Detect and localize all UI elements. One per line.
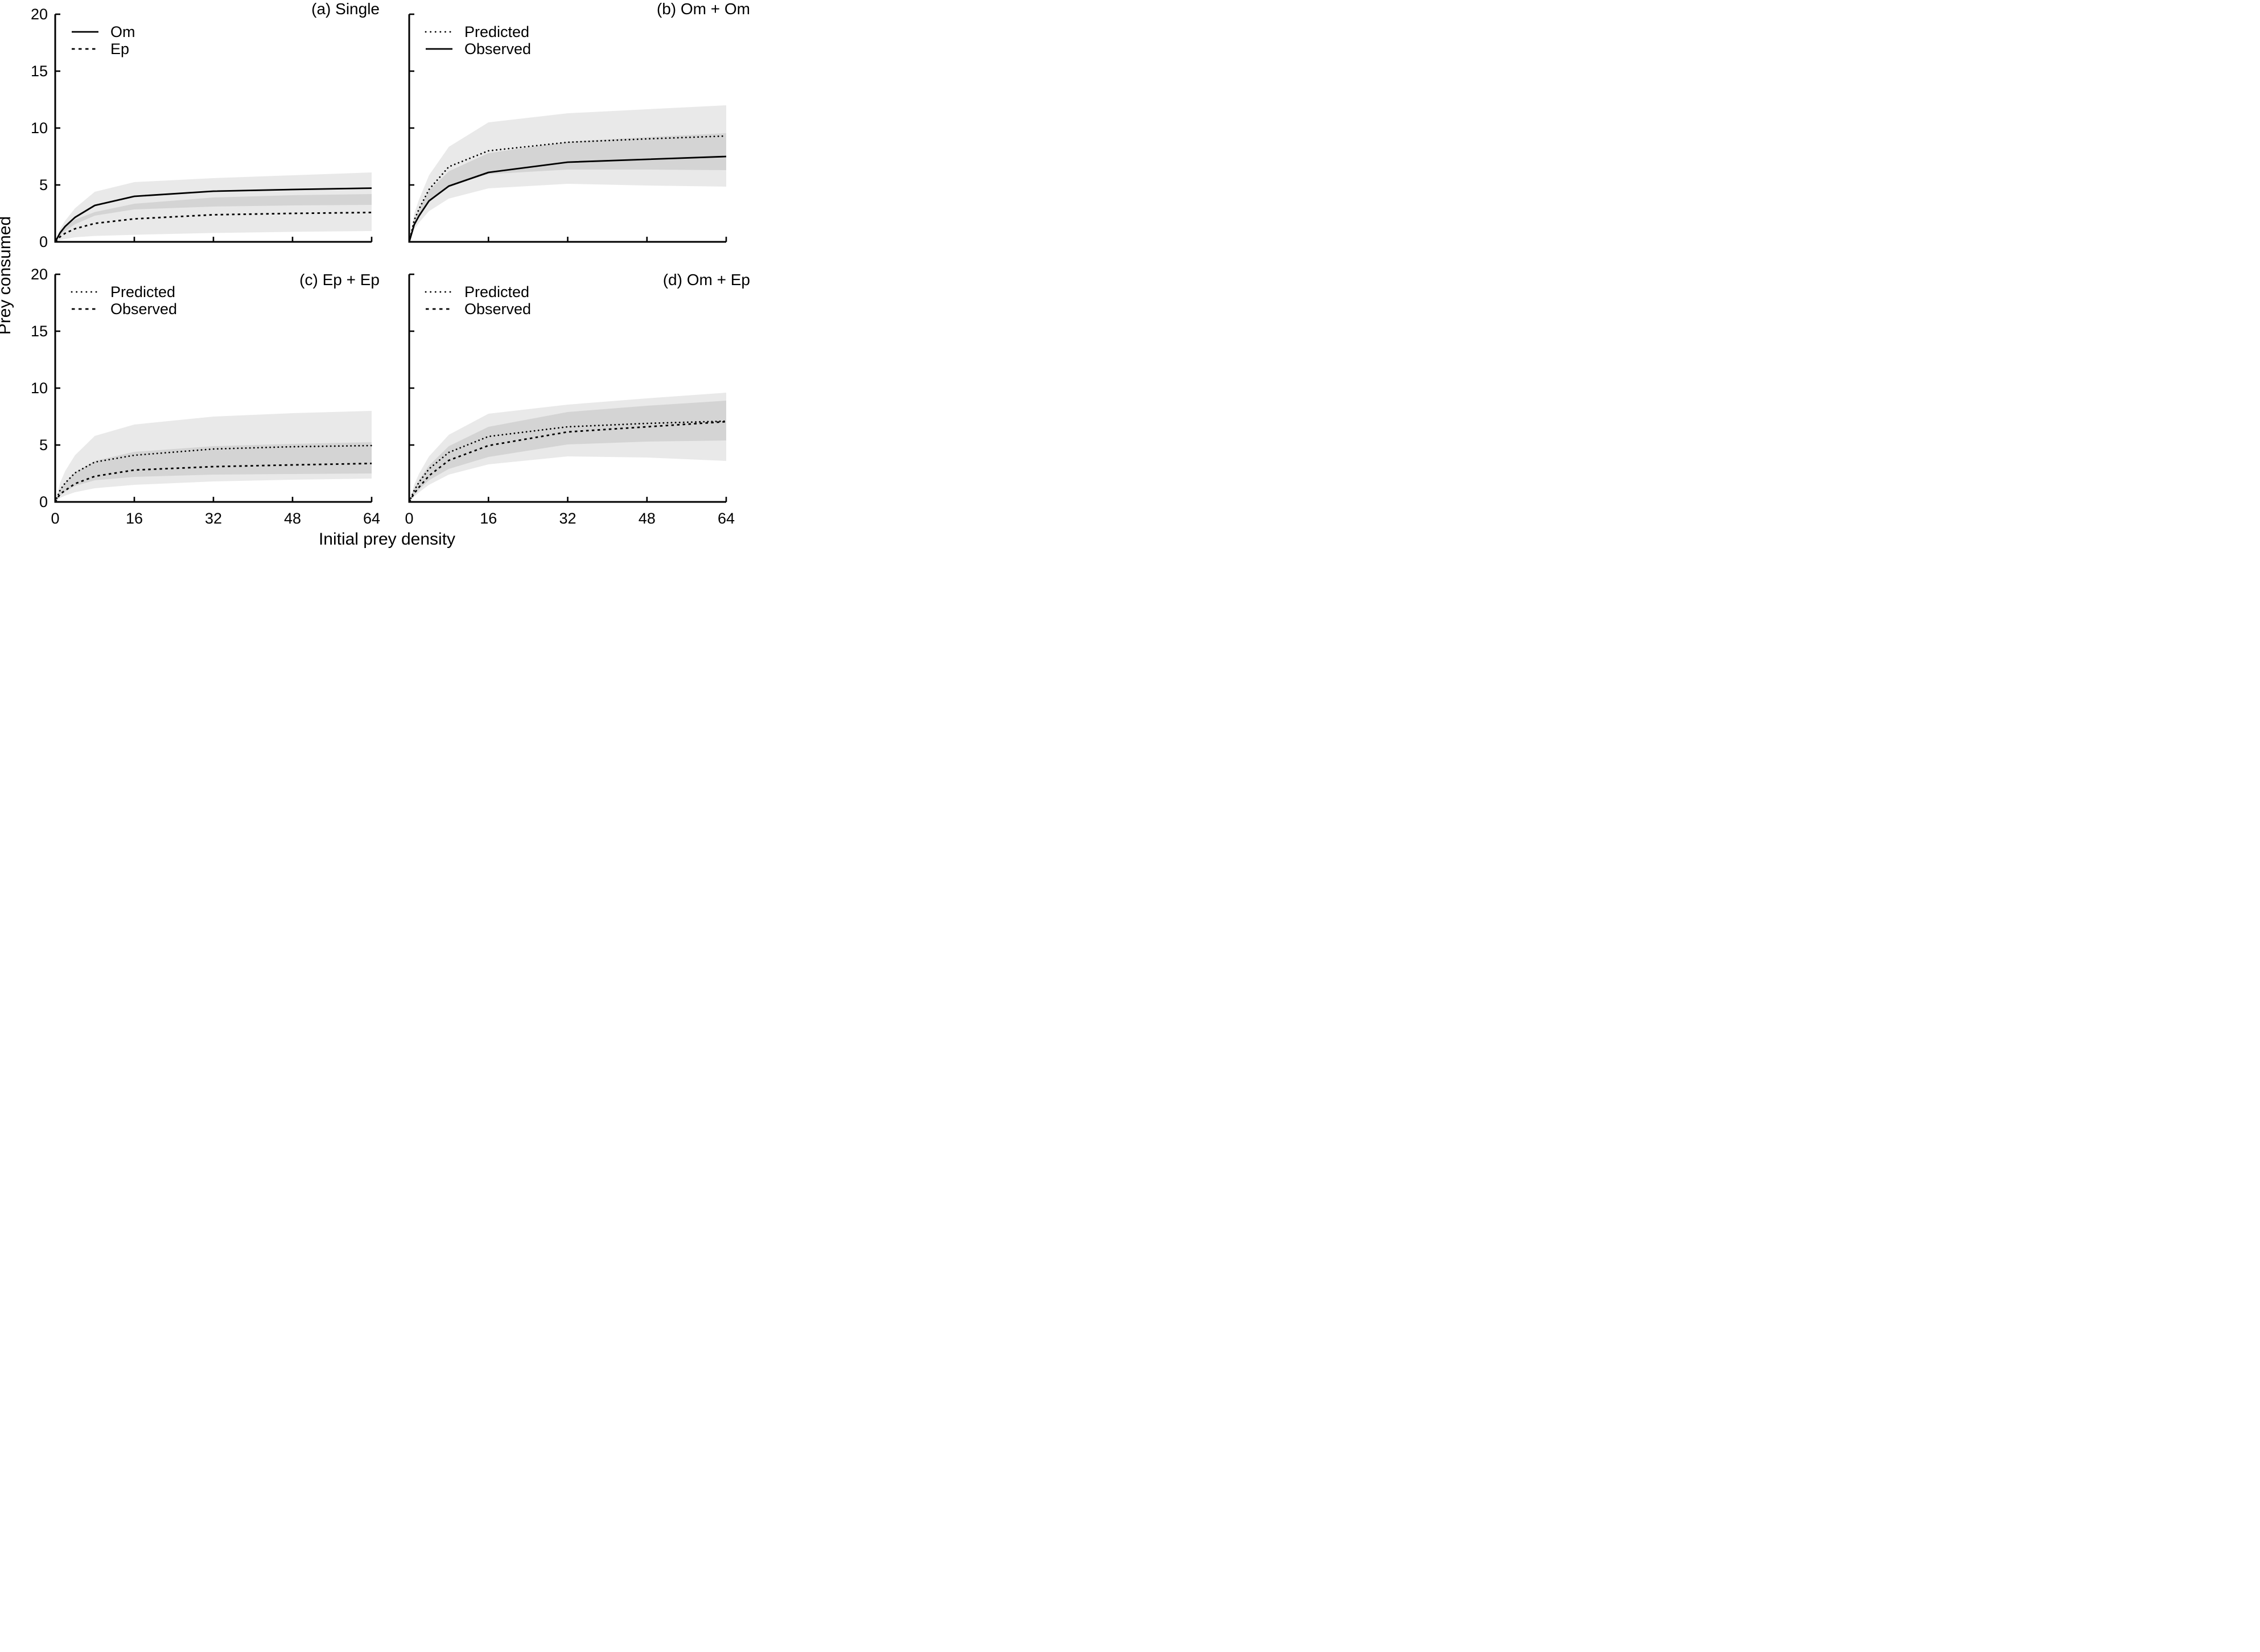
band-c-predicted [55,411,372,502]
y-axis-label: Prey consumed [0,216,14,335]
y-tick-label: 20 [31,6,48,23]
y-tick-label: 5 [39,436,48,454]
panel-c: 0 5 10 15 20 0 16 32 48 64 (c) Ep + Ep PredictedObs… [31,266,380,527]
panel-c-title: (c) Ep + Ep [299,271,380,289]
legend-label-a-ep: Ep [110,40,129,57]
x-tick-label: 48 [639,510,656,527]
series-d-observed-line [408,421,727,502]
legend-label-c-predicted: Predicted [110,283,175,300]
band-b-observed [409,133,726,242]
y-tick-label: 15 [31,63,48,80]
x-tick-label: 16 [126,510,143,527]
figure-canvas: Prey consumed Initial prey density 0 5 10 1… [0,0,750,549]
legend-label-a-om: Om [110,23,135,40]
x-axis-label: Initial prey density [319,530,455,549]
y-tick-label: 0 [39,493,48,510]
band-d-observed [409,401,726,502]
x-tick-label: 64 [718,510,735,527]
series-d-predicted-line [408,420,727,503]
x-tick-label: 64 [363,510,380,527]
y-tick-label: 10 [31,120,48,137]
band-c-observed [55,442,372,502]
panel-a-title: (a) Single [311,0,380,18]
x-tick-label: 48 [284,510,301,527]
y-tick-label: 0 [39,233,48,250]
y-tick-label: 15 [31,323,48,340]
x-tick-label: 32 [205,510,222,527]
y-tick-label: 5 [39,176,48,193]
legend-label-d-observed: Observed [464,300,531,318]
band-a-ep [55,194,372,242]
figure: Prey consumed Initial prey density 0 5 10 1… [0,0,754,551]
panel-b-title: (b) Om + Om [657,0,750,18]
legend-label-b-predicted: Predicted [464,23,529,40]
series-b-observed-line [408,155,727,242]
series-a-om-line [54,187,372,242]
x-tick-label: 0 [51,510,59,527]
series-c-predicted-line [54,444,373,503]
legend-label-d-predicted: Predicted [464,283,529,300]
band-d-predicted [409,393,726,502]
legend-label-b-observed: Observed [464,40,531,57]
band-b-predicted [409,105,726,242]
y-tick-label: 20 [31,266,48,283]
x-tick-label: 16 [480,510,497,527]
y-tick-label: 10 [31,380,48,397]
panel-d-title: (d) Om + Ep [663,271,750,289]
legend-label-c-observed: Observed [110,300,177,318]
series-a-ep-line [54,212,372,242]
x-tick-label: 0 [405,510,413,527]
x-tick-label: 32 [559,510,576,527]
